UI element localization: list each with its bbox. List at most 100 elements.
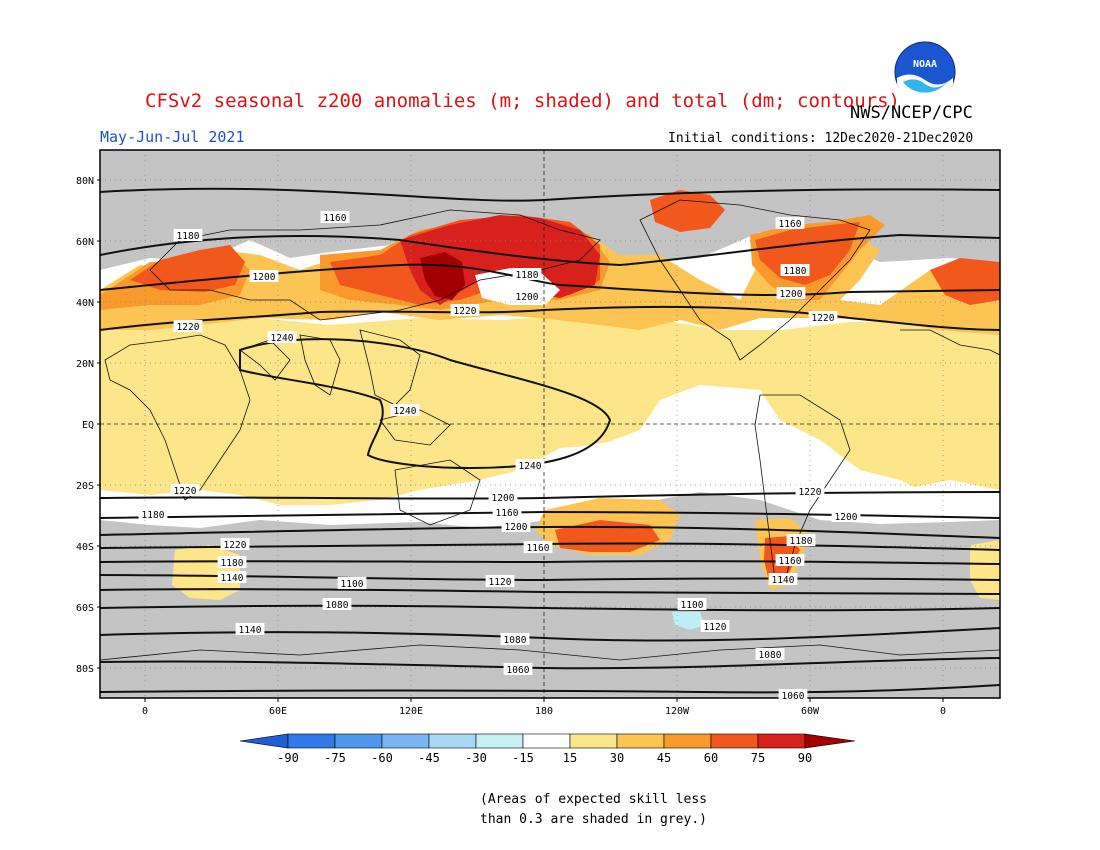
contour-label: 1200: [516, 292, 539, 303]
contour-label-bg: [512, 290, 542, 302]
contour-label-bg: [450, 304, 480, 316]
noaa-logo: NOAA: [894, 41, 956, 104]
contour-label-bg: [768, 573, 798, 585]
contour-label: 1060: [507, 665, 530, 676]
season-label: May-Jun-Jul 2021: [100, 128, 245, 146]
contour-labels: 1160 1180 1200 1220 1240 1180 1200 1220 1160 1180…: [138, 211, 861, 702]
latitude-label: 20N: [76, 359, 94, 370]
contour-label-bg: [808, 311, 838, 323]
contour-label: 1060: [782, 691, 805, 702]
map-title: CFSv2 seasonal z200 anomalies (m; shaded…: [145, 90, 900, 112]
longitude-label: 0: [940, 706, 946, 717]
contour-label: 1240: [519, 461, 542, 472]
noaa-logo-text: NOAA: [913, 59, 937, 70]
contour-label: 1220: [799, 487, 822, 498]
colorbar-swatch: [569, 733, 618, 749]
contour-label-bg: [249, 270, 279, 282]
contour-label: 1200: [253, 272, 276, 283]
colorbar-label: -75: [324, 751, 346, 765]
contour-label: 1180: [784, 266, 807, 277]
contour-label-bg: [776, 287, 806, 299]
contour-label: 1220: [177, 322, 200, 333]
contour-label-bg: [235, 623, 265, 635]
contour-label: 1220: [174, 486, 197, 497]
contour-label-bg: [755, 648, 785, 660]
anomaly-15-30-tropics: [100, 315, 1000, 505]
contour-label-bg: [503, 663, 533, 675]
colorbar-swatch: [616, 733, 665, 749]
contour-label-bg: [217, 556, 247, 568]
latitude-label: 60S: [76, 603, 94, 614]
latitude-label: 40N: [76, 298, 94, 309]
contour-label-bg: [778, 689, 808, 701]
initial-conditions: Initial conditions: 12Dec2020-21Dec2020: [668, 131, 974, 146]
contour-label-bg: [515, 459, 545, 471]
contour-label-bg: [501, 520, 531, 532]
contour-label-bg: [267, 331, 297, 343]
contour-label-bg: [337, 577, 367, 589]
latitude-label: 60N: [76, 237, 94, 248]
contour-label: 1180: [516, 270, 539, 281]
contour-label-bg: [500, 633, 530, 645]
contour-label-bg: [170, 484, 200, 496]
contour-label-bg: [523, 541, 553, 553]
contour-label-bg: [217, 571, 247, 583]
colorbar-label: -30: [465, 751, 487, 765]
latitude-label: 40S: [76, 542, 94, 553]
latitude-labels: 80N 60N 40N 20N EQ 20S 40S 60S 80S: [76, 176, 100, 675]
contour-label: 1140: [221, 573, 244, 584]
contour-label-bg: [492, 506, 522, 518]
white-region-south-pacific: [540, 390, 920, 505]
colorbar-swatch: [428, 733, 477, 749]
contour-label-bg: [173, 320, 203, 332]
contour-label: 1220: [454, 306, 477, 317]
colorbar-swatch: [475, 733, 524, 749]
colorbar-label: 30: [610, 751, 624, 765]
contour-label: 1140: [772, 575, 795, 586]
contour-label: 1120: [489, 577, 512, 588]
contour-label-bg: [775, 217, 805, 229]
contour-label: 1100: [681, 600, 704, 611]
longitude-label: 60E: [269, 706, 287, 717]
anomaly-patch-south-atlantic: [970, 540, 1000, 600]
contour-label: 1160: [496, 508, 519, 519]
longitude-label: 180: [535, 706, 553, 717]
contour-label-bg: [173, 229, 203, 241]
anomaly-60-75-alaska: [650, 190, 725, 232]
contour-label: 1240: [394, 406, 417, 417]
latitude-label: EQ: [82, 420, 94, 431]
contour-label: 1100: [341, 579, 364, 590]
latitude-label: 80S: [76, 664, 94, 675]
contour-label: 1080: [504, 635, 527, 646]
contour-label: 1160: [779, 219, 802, 230]
contour-label: 1160: [324, 213, 347, 224]
contour-label: 1160: [527, 543, 550, 554]
colorbar-label: -45: [418, 751, 440, 765]
contour-label: 1200: [835, 512, 858, 523]
contour-label-bg: [488, 491, 518, 503]
contour-label: 1200: [492, 493, 515, 504]
contour-label-bg: [390, 404, 420, 416]
colorbar-label: 90: [798, 751, 812, 765]
colorbar-label: 60: [704, 751, 718, 765]
longitude-label: 0: [142, 706, 148, 717]
contour-label-bg: [700, 620, 730, 632]
anomaly-60-75-east-europe: [930, 258, 1000, 305]
longitude-label: 120W: [665, 706, 690, 717]
skill-footnote: (Areas of expected skill less than 0.3 a…: [480, 792, 707, 827]
colorbar-swatch: [663, 733, 712, 749]
latitude-label: 80N: [76, 176, 94, 187]
colorbar-label: -15: [512, 751, 534, 765]
colorbar-arrow-high: [804, 733, 856, 749]
contour-label: 1080: [326, 600, 349, 611]
colorbar-swatch: [381, 733, 430, 749]
anomaly-neg-15-30-antarctic: [672, 612, 705, 630]
contour-label: 1220: [812, 313, 835, 324]
contour-label-bg: [485, 575, 515, 587]
colorbar-swatch: [522, 733, 571, 749]
colorbar-legend: -90 -75 -60 -45 -30 -15 15 30 45 60 75 90: [239, 733, 856, 765]
contour-label: 1080: [759, 650, 782, 661]
colorbar-label: -90: [277, 751, 299, 765]
agency-label: NWS/NCEP/CPC: [850, 103, 973, 123]
